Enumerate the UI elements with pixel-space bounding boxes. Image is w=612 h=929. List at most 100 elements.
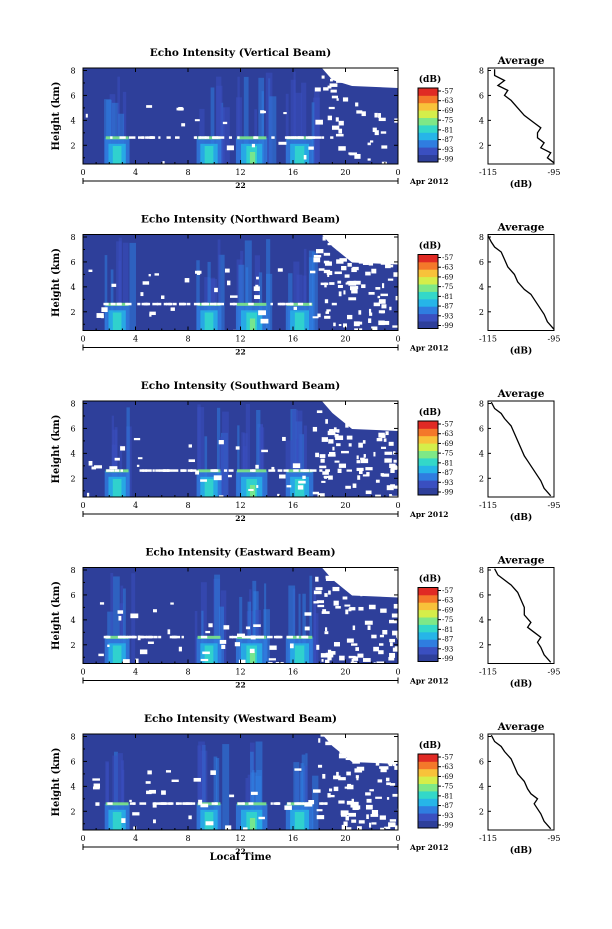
missing-data xyxy=(378,113,381,118)
missing-data xyxy=(378,117,386,122)
colorbar-unit: (dB) xyxy=(419,241,441,252)
missing-data xyxy=(285,302,292,306)
missing-data xyxy=(332,586,340,592)
missing-data xyxy=(373,646,379,652)
echo-streak xyxy=(196,260,200,331)
missing-data xyxy=(324,593,328,597)
missing-data xyxy=(145,635,153,639)
bright-band xyxy=(105,635,129,639)
missing-data xyxy=(308,136,315,139)
colorbar-segment xyxy=(418,147,438,155)
missing-data xyxy=(300,469,306,472)
missing-data xyxy=(304,612,312,616)
colorbar-tick-label: -99 xyxy=(442,156,453,164)
missing-data xyxy=(172,302,177,306)
missing-data xyxy=(325,741,332,746)
missing-data xyxy=(168,802,172,805)
colorbar-unit: (dB) xyxy=(419,74,441,85)
colorbar-tick-label: -87 xyxy=(442,303,453,311)
colorbar-segment xyxy=(418,783,438,792)
missing-data xyxy=(334,271,342,275)
y-axis-label: Height (km) xyxy=(51,248,62,317)
missing-data xyxy=(386,797,390,800)
missing-data xyxy=(107,802,113,805)
colorbar-segment xyxy=(418,313,438,322)
missing-data xyxy=(373,662,376,664)
missing-data xyxy=(145,781,151,784)
missing-data xyxy=(181,123,186,127)
missing-data xyxy=(358,310,362,315)
echo-streak xyxy=(303,248,307,331)
missing-data xyxy=(348,655,356,659)
x-tick-label: 4 xyxy=(133,501,138,510)
average-x-unit: (dB) xyxy=(510,845,532,856)
missing-data xyxy=(328,475,333,480)
missing-data xyxy=(248,488,254,491)
missing-data-region xyxy=(321,68,398,88)
missing-data xyxy=(287,802,291,805)
missing-data xyxy=(346,800,354,805)
missing-data xyxy=(349,607,356,611)
missing-data xyxy=(299,802,304,805)
missing-data xyxy=(254,295,260,300)
colorbar-segment xyxy=(418,480,438,488)
colorbar-tick-label: -93 xyxy=(442,312,453,320)
missing-data xyxy=(313,590,322,595)
x-tick-label: 8 xyxy=(185,834,190,843)
missing-data xyxy=(352,625,356,631)
panel-2: Echo Intensity (Northward Beam) 2 4 6 8 Heigh… xyxy=(51,214,560,357)
missing-data xyxy=(187,469,193,472)
missing-data xyxy=(189,802,196,805)
missing-data xyxy=(277,469,283,472)
missing-data xyxy=(235,446,240,450)
panel-title: Echo Intensity (Northward Beam) xyxy=(141,214,340,226)
rain-echo-peak xyxy=(112,812,122,830)
missing-data xyxy=(337,284,343,288)
missing-data xyxy=(358,442,363,448)
average-y-tick-label: 8 xyxy=(479,732,484,741)
missing-data xyxy=(176,802,182,805)
missing-data xyxy=(385,263,391,269)
colorbar-tick-label: -57 xyxy=(442,421,453,429)
date-day: 22 xyxy=(235,348,245,357)
missing-data xyxy=(385,777,390,782)
missing-data xyxy=(381,304,387,309)
y-axis-label: Height (km) xyxy=(51,581,62,650)
missing-data xyxy=(255,284,259,288)
average-y-tick-label: 8 xyxy=(479,233,484,242)
missing-data xyxy=(324,299,329,304)
missing-data xyxy=(338,463,347,468)
missing-data xyxy=(366,798,372,803)
missing-data xyxy=(365,490,372,495)
echo-streak xyxy=(311,102,315,164)
missing-data xyxy=(360,458,369,464)
missing-data xyxy=(396,466,398,470)
y-tick-label: 6 xyxy=(70,757,75,766)
missing-data xyxy=(136,464,140,467)
echo-streak xyxy=(235,97,242,164)
colorbar-segment xyxy=(418,754,438,762)
missing-data xyxy=(362,474,370,477)
echo-streak xyxy=(239,596,243,664)
x-tick-label: 0 xyxy=(395,668,400,677)
missing-data xyxy=(227,474,232,478)
missing-data xyxy=(371,810,379,815)
missing-data xyxy=(348,443,352,447)
missing-data xyxy=(193,777,201,782)
x-tick-label: 0 xyxy=(80,501,85,510)
missing-data xyxy=(277,268,283,272)
colorbar-frame xyxy=(417,587,439,662)
missing-data xyxy=(142,281,150,285)
echo-streak xyxy=(245,403,250,497)
missing-data xyxy=(268,662,273,664)
y-tick-label: 8 xyxy=(70,233,75,242)
bright-band xyxy=(105,136,129,140)
colorbar-segment xyxy=(418,587,438,596)
missing-data xyxy=(323,260,330,264)
bright-band xyxy=(286,635,313,639)
date-label: Apr 2012 xyxy=(409,843,449,852)
missing-data xyxy=(313,257,321,263)
x-tick-label: 16 xyxy=(288,168,298,177)
missing-data xyxy=(167,629,171,635)
missing-data xyxy=(368,261,374,266)
